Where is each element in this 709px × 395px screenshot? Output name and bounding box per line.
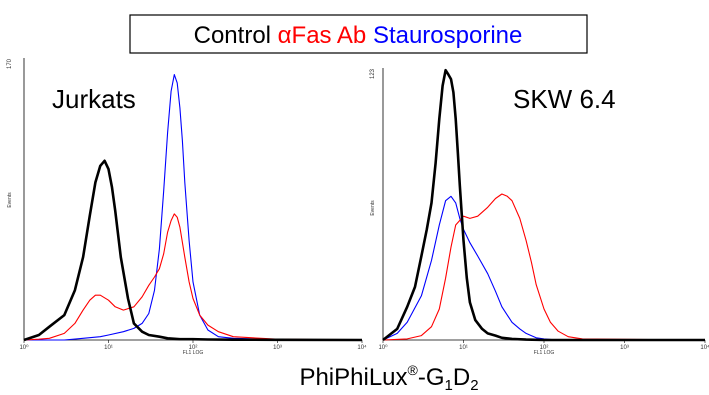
legend-item-staurosporine: Staurosporine — [373, 22, 522, 49]
series-line-0 — [382, 68, 705, 342]
x-tick-label: 10² — [540, 345, 549, 351]
x-tick-label: 10² — [189, 345, 198, 351]
y-axis-title: Events — [7, 192, 13, 208]
y-tick-label: 170 — [7, 58, 13, 69]
x-tick-label: 10⁴ — [700, 344, 709, 351]
panel-skw: 123 Events 10⁰ 10¹ 10² 10³ 10⁴ FL1 LOG SKW 6.4 — [370, 68, 709, 356]
x-tick-label: 10¹ — [459, 345, 468, 351]
x-tick-label: 10⁴ — [357, 344, 367, 351]
x-tick-label: 10³ — [620, 345, 629, 351]
series-line-1 — [382, 193, 706, 341]
x-tick-label: 10⁰ — [19, 344, 29, 351]
legend: Control αFas Ab Staurosporine — [129, 14, 588, 54]
x-tick-label: 10³ — [273, 345, 282, 351]
legend-item-fas: αFas Ab — [278, 22, 367, 49]
series-line-1 — [23, 213, 363, 341]
series-line-2 — [24, 74, 363, 341]
series-line-2 — [382, 195, 705, 341]
series-line-0 — [23, 159, 363, 342]
x-axis-title: PhiPhiLux®-G1D2 — [299, 362, 478, 394]
panel-jurkats: 170 Events 10⁰ 10¹ 10² 10³ 10⁴ FL1 LOG Jurkats — [7, 58, 367, 356]
panel-title: SKW 6.4 — [513, 84, 616, 114]
legend-text: Control αFas Ab Staurosporine — [194, 22, 523, 49]
legend-item-control: Control — [194, 22, 271, 49]
legend-box — [129, 14, 588, 54]
x-tick-label: 10¹ — [104, 345, 113, 351]
y-tick-label: 123 — [370, 68, 376, 79]
x-axis-small-title: FL1 LOG — [534, 350, 555, 356]
panel-title: Jurkats — [52, 84, 136, 114]
x-axis-small-title: FL1 LOG — [183, 350, 204, 356]
y-axis-title: Events — [370, 200, 376, 216]
x-tick-label: 10⁰ — [378, 344, 388, 351]
